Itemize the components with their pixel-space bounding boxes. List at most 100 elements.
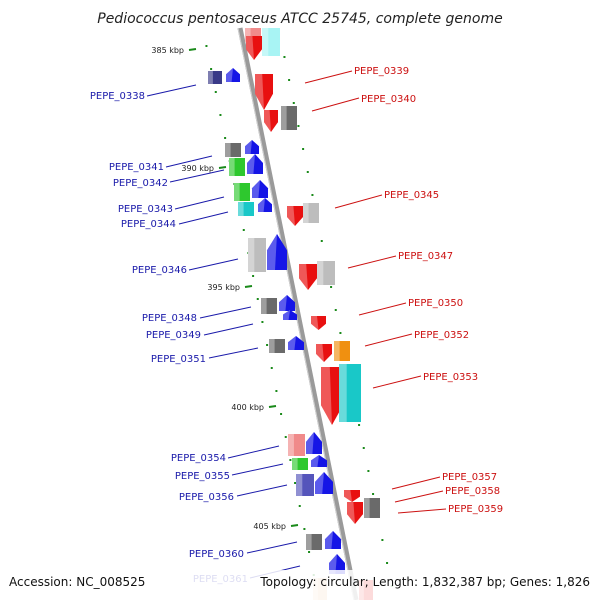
track-dot	[298, 505, 301, 507]
gene-label-left[interactable]: PEPE_0355	[175, 471, 230, 482]
track-dot	[386, 562, 389, 564]
label-leader-line	[174, 196, 225, 210]
track-dot	[292, 102, 295, 104]
track-dot	[302, 148, 305, 150]
label-leader-line	[394, 490, 444, 503]
gene-feature	[299, 264, 317, 290]
gene-label-left[interactable]: PEPE_0341	[109, 162, 164, 173]
label-leader-line	[391, 476, 441, 490]
gene-label-right[interactable]: PEPE_0358	[445, 486, 500, 497]
gene-feature	[281, 106, 297, 130]
gene-label-right[interactable]: PEPE_0353	[423, 372, 478, 383]
gene-label-left[interactable]: PEPE_0354	[171, 453, 226, 464]
gene-label-right[interactable]: PEPE_0352	[414, 330, 469, 341]
gene-label-left[interactable]: PEPE_0360	[189, 549, 244, 560]
gene-feature	[234, 183, 250, 201]
scale-tick-mark	[268, 405, 277, 408]
gene-label-left[interactable]: PEPE_0344	[121, 219, 176, 230]
gene-feature	[246, 36, 262, 60]
gene-feature	[208, 71, 222, 84]
label-leader-line	[169, 169, 225, 183]
gene-feature	[229, 158, 245, 176]
label-leader-line	[146, 84, 197, 97]
gene-label-left[interactable]: PEPE_0351	[151, 354, 206, 365]
track-dot	[275, 390, 278, 392]
label-leader-line	[208, 347, 259, 359]
track-dot	[270, 367, 273, 369]
footer-background	[0, 570, 600, 600]
scale-ticks: 385 kbp 390 kbp 395 kbp 400 kbp 405 kbp	[151, 46, 299, 531]
label-leader-line	[236, 484, 288, 497]
scale-tick-label: 390 kbp	[181, 164, 214, 173]
gene-label-left[interactable]: PEPE_0349	[146, 330, 201, 341]
gene-feature	[238, 202, 254, 216]
gene-feature	[306, 432, 322, 454]
track-dot	[311, 194, 314, 196]
gene-label-left[interactable]: PEPE_0343	[118, 204, 173, 215]
gene-feature	[267, 234, 287, 270]
gene-label-right[interactable]: PEPE_0340	[361, 94, 416, 105]
gene-feature	[334, 341, 350, 361]
gene-feature	[248, 238, 266, 272]
gene-label-right[interactable]: PEPE_0347	[398, 251, 453, 262]
gene-feature	[292, 458, 308, 470]
label-leader-line	[304, 70, 353, 84]
track-dot	[367, 470, 370, 472]
gene-feature	[255, 74, 273, 110]
scale-tick-mark	[244, 285, 253, 288]
gene-feature	[329, 554, 345, 574]
track-dot	[308, 551, 311, 553]
scale-tick-label: 385 kbp	[151, 46, 184, 55]
gene-feature	[288, 336, 304, 350]
gene-label-right[interactable]: PEPE_0345	[384, 190, 439, 201]
gene-label-left[interactable]: PEPE_0348	[142, 313, 197, 324]
label-leader-line	[372, 375, 422, 389]
track-dot	[214, 91, 217, 93]
gene-feature	[261, 298, 277, 314]
gene-feature	[288, 434, 305, 456]
gene-feature	[316, 344, 332, 362]
track-dot	[261, 321, 264, 323]
gene-label-right[interactable]: PEPE_0350	[408, 298, 463, 309]
label-leader-line	[203, 323, 254, 336]
gene-feature	[269, 339, 285, 353]
track-dot	[288, 79, 291, 81]
scale-tick-mark	[290, 524, 299, 527]
scale-tick-label: 405 kbp	[253, 522, 286, 531]
track-dot	[210, 68, 213, 70]
track-dot	[381, 539, 384, 541]
track-dot	[334, 309, 337, 311]
gene-label-left[interactable]: PEPE_0356	[179, 492, 234, 503]
label-leader-line	[334, 194, 383, 209]
accession-text: Accession: NC_008525	[9, 575, 145, 589]
label-leader-line	[364, 333, 413, 347]
track-dot	[283, 56, 286, 58]
gene-label-left[interactable]: PEPE_0342	[113, 178, 168, 189]
gene-label-left[interactable]: PEPE_0346	[132, 265, 187, 276]
track-dot	[205, 45, 208, 47]
gene-feature	[287, 206, 303, 226]
gene-feature	[306, 534, 322, 550]
gene-label-right[interactable]: PEPE_0339	[354, 66, 409, 77]
scale-tick-mark	[188, 48, 197, 51]
track-dot	[362, 447, 365, 449]
label-leader-line	[358, 302, 407, 316]
label-leader-line	[165, 155, 213, 168]
label-leader-line	[227, 445, 280, 459]
gene-label-right[interactable]: PEPE_0359	[448, 504, 503, 515]
gene-label-right[interactable]: PEPE_0357	[442, 472, 497, 483]
label-leader-line	[397, 508, 447, 514]
left-gene-labels: PEPE_0338 PEPE_0341 PEPE_0342 PEPE_0343 PEPE…	[90, 91, 248, 585]
scale-tick-mark	[218, 166, 227, 169]
gene-feature	[225, 143, 241, 157]
gene-feature	[252, 180, 268, 198]
track-dot	[320, 240, 323, 242]
track-dot	[303, 528, 306, 530]
gene-feature	[296, 474, 314, 496]
track-dot	[358, 424, 361, 426]
track-dot	[242, 229, 245, 231]
gene-label-left[interactable]: PEPE_0338	[90, 91, 145, 102]
gene-feature	[247, 154, 263, 174]
track-dot	[284, 436, 287, 438]
